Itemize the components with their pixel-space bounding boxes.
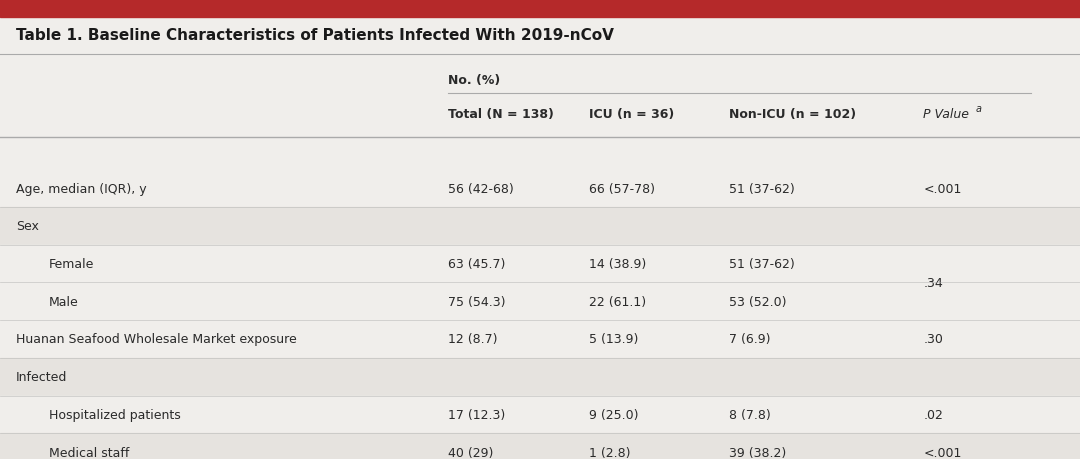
Text: Infected: Infected xyxy=(16,370,68,383)
Text: 8 (7.8): 8 (7.8) xyxy=(729,408,771,421)
Text: P Value: P Value xyxy=(923,108,970,121)
Text: 66 (57-78): 66 (57-78) xyxy=(589,182,654,195)
Text: 22 (61.1): 22 (61.1) xyxy=(589,295,646,308)
Text: Female: Female xyxy=(49,257,94,270)
Text: 53 (52.0): 53 (52.0) xyxy=(729,295,786,308)
Text: 1 (2.8): 1 (2.8) xyxy=(589,446,630,459)
Text: .30: .30 xyxy=(923,333,943,346)
Text: Hospitalized patients: Hospitalized patients xyxy=(49,408,180,421)
Bar xyxy=(0,358,1080,396)
Text: 56 (42-68): 56 (42-68) xyxy=(448,182,514,195)
Text: Huanan Seafood Wholesale Market exposure: Huanan Seafood Wholesale Market exposure xyxy=(16,333,297,346)
Text: Age, median (IQR), y: Age, median (IQR), y xyxy=(16,182,147,195)
Text: 5 (13.9): 5 (13.9) xyxy=(589,333,638,346)
Text: 14 (38.9): 14 (38.9) xyxy=(589,257,646,270)
Text: <.001: <.001 xyxy=(923,182,962,195)
Bar xyxy=(0,245,1080,283)
Text: No. (%): No. (%) xyxy=(448,73,500,86)
Text: Medical staff: Medical staff xyxy=(49,446,129,459)
Bar xyxy=(0,320,1080,358)
Text: 9 (25.0): 9 (25.0) xyxy=(589,408,638,421)
Bar xyxy=(0,0,1080,18)
Bar xyxy=(0,170,1080,207)
Text: 12 (8.7): 12 (8.7) xyxy=(448,333,498,346)
Bar xyxy=(0,433,1080,459)
Text: 7 (6.9): 7 (6.9) xyxy=(729,333,770,346)
Text: 63 (45.7): 63 (45.7) xyxy=(448,257,505,270)
Text: Total (N = 138): Total (N = 138) xyxy=(448,108,554,121)
Text: Male: Male xyxy=(49,295,79,308)
Text: 75 (54.3): 75 (54.3) xyxy=(448,295,505,308)
Text: .02: .02 xyxy=(923,408,943,421)
Text: 51 (37-62): 51 (37-62) xyxy=(729,257,795,270)
Text: 17 (12.3): 17 (12.3) xyxy=(448,408,505,421)
Text: a: a xyxy=(975,104,982,114)
Text: Non-ICU (n = 102): Non-ICU (n = 102) xyxy=(729,108,856,121)
Bar xyxy=(0,396,1080,433)
Text: Table 1. Baseline Characteristics of Patients Infected With 2019-nCoV: Table 1. Baseline Characteristics of Pat… xyxy=(16,28,615,43)
Text: ICU (n = 36): ICU (n = 36) xyxy=(589,108,674,121)
Text: 51 (37-62): 51 (37-62) xyxy=(729,182,795,195)
Bar xyxy=(0,207,1080,245)
Text: 40 (29): 40 (29) xyxy=(448,446,494,459)
Text: .34: .34 xyxy=(923,276,943,289)
Bar xyxy=(0,283,1080,320)
Text: <.001: <.001 xyxy=(923,446,962,459)
Text: 39 (38.2): 39 (38.2) xyxy=(729,446,786,459)
Text: Sex: Sex xyxy=(16,220,39,233)
